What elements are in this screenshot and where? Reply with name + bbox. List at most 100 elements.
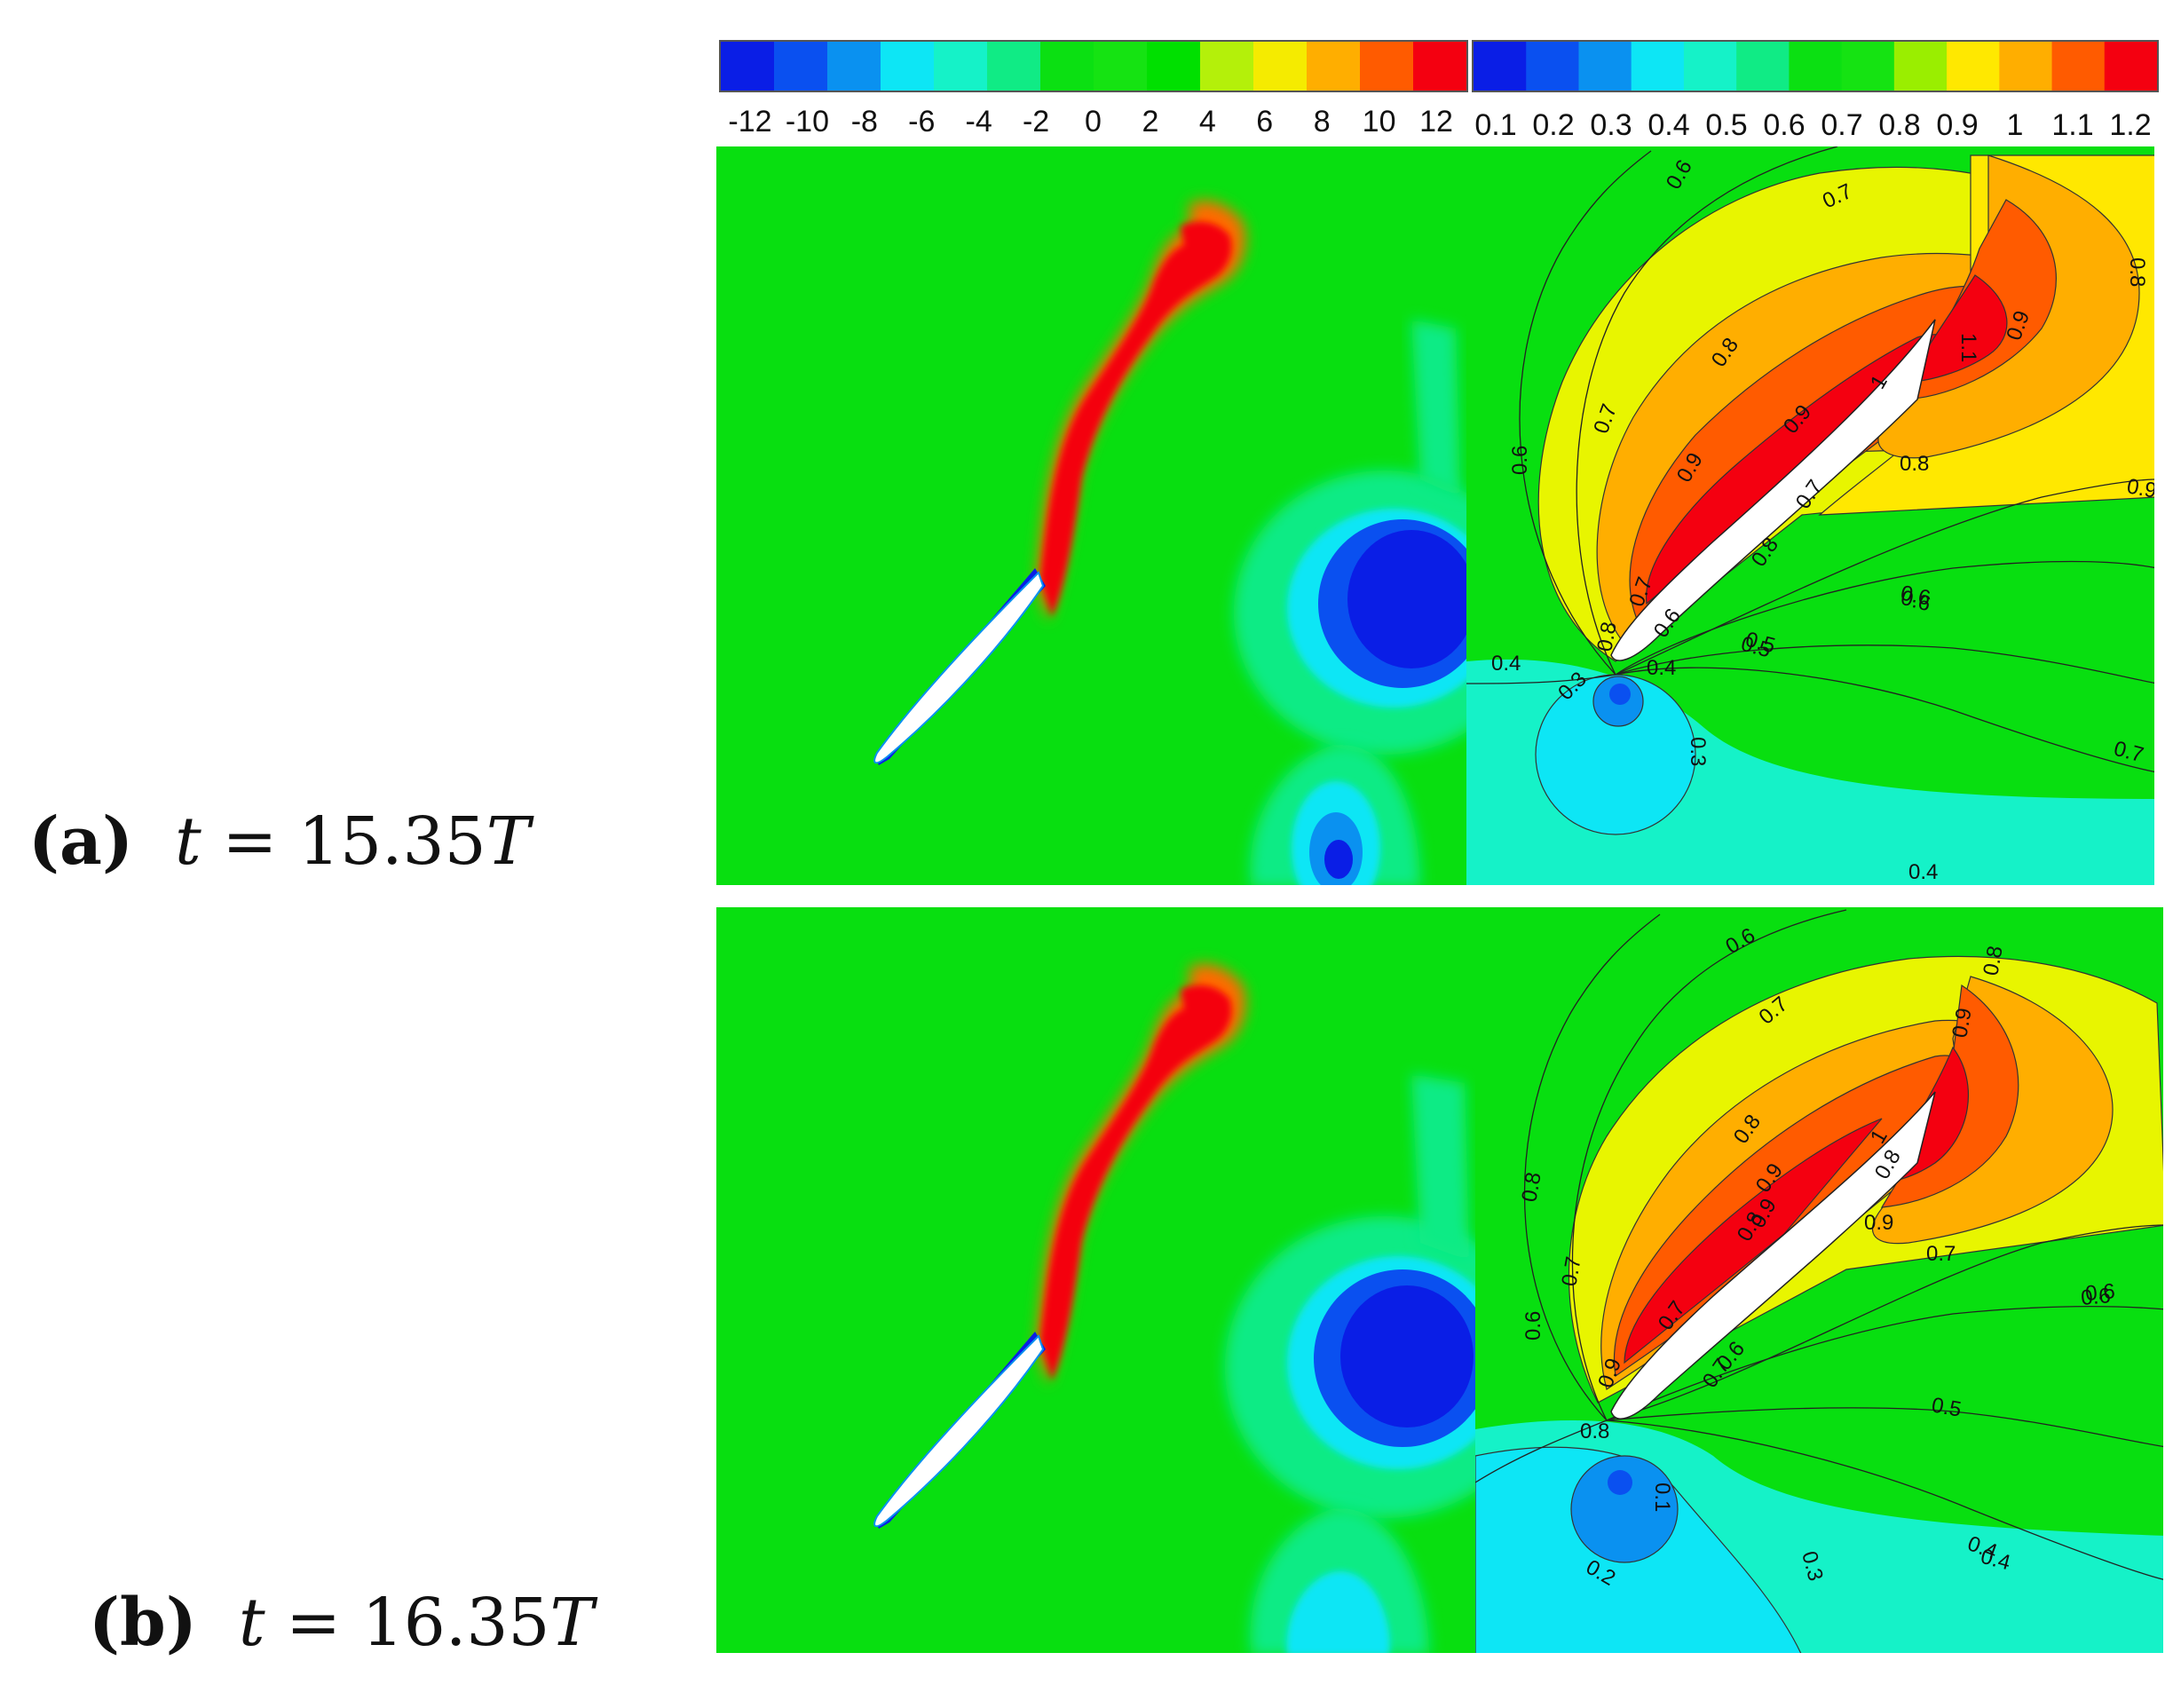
colorbar-tick-label: 2: [1142, 105, 1158, 138]
pressure-field-a: 0.6 0.7 0.8 0.9 1 1.1 0.8 0.9 0.7 0.6 0.…: [1466, 146, 2159, 885]
pressure-isolines-a: [1466, 146, 2154, 773]
contour-label: 0.7: [1557, 1254, 1585, 1288]
colorbar-swatch: [1147, 42, 1201, 91]
colorbar-swatch: [1789, 42, 1843, 91]
airfoil-a: [873, 571, 1045, 764]
colorbar-swatch: [1841, 42, 1895, 91]
contour-label: 0.3: [1686, 737, 1710, 766]
colorbar-swatch: [987, 42, 1041, 91]
colorbar-tick-label: -6: [908, 105, 935, 138]
pressure-isolines-b: [1475, 909, 2163, 1580]
colorbar-swatch: [1578, 42, 1632, 91]
colorbar-swatch: [1253, 42, 1308, 91]
panel-b-label: (b) t = 16.35T: [89, 1585, 594, 1661]
contour-label: 0.8: [2125, 257, 2149, 287]
pressure-lobe-wake-max-a: [1908, 274, 2008, 383]
contour-label: 0.8: [1900, 452, 1929, 476]
contour-label: 0.5: [1930, 1393, 1964, 1421]
colorbar-tick-label: -8: [851, 105, 878, 138]
pressure-colorbar-swatches: [1472, 40, 2159, 92]
negative-vortex-core-a: [1347, 530, 1466, 668]
positive-vortex-core-a: [1040, 221, 1232, 617]
negative-vortex-core-b: [1340, 1285, 1474, 1427]
panel-b-eq: =: [286, 1585, 342, 1661]
colorbar-swatch: [1474, 42, 1527, 91]
pressure-min-outer-b: [1570, 1455, 1679, 1563]
colorbar-swatch: [1200, 42, 1254, 91]
colorbar-swatch: [1526, 42, 1579, 91]
vorticity-field-a: [716, 146, 1466, 885]
contour-label: 0.4: [1647, 656, 1676, 680]
panel-a: 0.6 0.7 0.8 0.9 1 1.1 0.8 0.9 0.7 0.6 0.…: [716, 146, 2159, 885]
panel-a-var: t: [175, 803, 201, 880]
pressure-min-core-b: [1608, 1470, 1632, 1495]
colorbar-swatch: [2104, 42, 2158, 91]
pressure-lobe-12-b: [1624, 1118, 1883, 1364]
colorbar-swatch: [881, 42, 935, 91]
colorbar-tick-label: 0.2: [1532, 108, 1574, 142]
airfoil-a-pressure: [1610, 319, 1936, 661]
colorbar-swatch: [1631, 42, 1685, 91]
contour-label: 0.4: [1908, 860, 1938, 884]
colorbar-swatch: [774, 42, 828, 91]
panel-a-eq: =: [222, 803, 278, 880]
vorticity-field-b: [716, 907, 1475, 1653]
vorticity-colorbar-swatches: [719, 40, 1468, 92]
contour-label: 0.8: [1580, 1419, 1609, 1443]
colorbar-swatch: [1413, 42, 1467, 91]
positive-vortex-core-b: [1040, 984, 1232, 1380]
colorbar-tick-label: 12: [1419, 105, 1453, 138]
colorbar-tick-label: 1.2: [2109, 108, 2151, 142]
panel-b-var: t: [238, 1585, 265, 1661]
colorbar-swatch: [1999, 42, 2053, 91]
panel-a-unit: T: [486, 803, 531, 880]
contour-label: 0.9: [1864, 1211, 1893, 1235]
colorbar-swatch: [721, 42, 775, 91]
contour-label: 0.6: [2084, 1279, 2116, 1306]
panel-b-letter: (b): [89, 1585, 197, 1661]
contour-label: 0.9: [2125, 474, 2159, 502]
panel-a-letter: (a): [28, 803, 133, 880]
vorticity-colorbar: -12 -10 -8 -6 -4 -2 0 2 4 6 8 10 12: [719, 40, 1468, 138]
colorbar-tick-label: 0.7: [1821, 108, 1862, 142]
contour-label: 0.8: [1517, 1170, 1545, 1204]
colorbar-swatch: [827, 42, 881, 91]
colorbar-tick-label: 0.6: [1763, 108, 1805, 142]
contour-label: 0.6: [1508, 446, 1532, 475]
colorbar-tick-label: 4: [1199, 105, 1216, 138]
airfoil-b-pressure: [1610, 1091, 1936, 1419]
pressure-colorbar-ticks: 0.1 0.2 0.3 0.4 0.5 0.6 0.7 0.8 0.9 1 1.1 1.2: [1474, 108, 2151, 142]
colorbar-tick-label: 0.1: [1474, 108, 1516, 142]
contour-label: 0.1: [1650, 1483, 1674, 1512]
colorbar-swatch: [1893, 42, 1948, 91]
colorbar-swatch: [1683, 42, 1737, 91]
vorticity-colorbar-ticks: -12 -10 -8 -6 -4 -2 0 2 4 6 8 10 12: [728, 105, 1452, 138]
colorbar-tick-label: 0.8: [1878, 108, 1920, 142]
panel-b-value: 16.35: [361, 1585, 550, 1661]
colorbar-swatch: [934, 42, 988, 91]
colorbar-tick-label: 0: [1085, 105, 1102, 138]
colorbar-tick-label: 0.5: [1705, 108, 1747, 142]
contour-label: 0.4: [1491, 652, 1521, 676]
pressure-min-core-a: [1609, 684, 1631, 705]
colorbar-swatch: [2051, 42, 2106, 91]
panel-b: 0.6 0.7 0.8 0.9 1 0.8 0.9 0.7 0.6 0.5 0.…: [716, 907, 2163, 1653]
secondary-vortex-core-b: [1286, 1571, 1390, 1653]
wake-streak-b: [1411, 1074, 1469, 1261]
colorbar-swatch: [1947, 42, 2000, 91]
contour-label: 1.1: [1956, 333, 1980, 362]
pressure-colorbar: 0.1 0.2 0.3 0.4 0.5 0.6 0.7 0.8 0.9 1 1.1 1.2: [1472, 40, 2159, 142]
colorbar-tick-label: 1: [2007, 108, 2024, 142]
contour-label: 0.6: [2080, 1284, 2112, 1310]
colorbar-swatch: [1736, 42, 1790, 91]
colorbar-tick-label: -4: [966, 105, 992, 138]
wake-streak-a: [1411, 320, 1460, 497]
colorbar-tick-label: 1.1: [2051, 108, 2093, 142]
contour-label: 0.6: [1521, 1311, 1545, 1340]
panel-b-unit: T: [549, 1585, 594, 1661]
colorbar-tick-label: 0.4: [1648, 108, 1689, 142]
contour-label: 0.8: [1979, 944, 2007, 977]
airfoil-b: [873, 1334, 1045, 1528]
pressure-field-b: 0.6 0.7 0.8 0.9 1 0.8 0.9 0.7 0.6 0.5 0.…: [1475, 907, 2163, 1653]
